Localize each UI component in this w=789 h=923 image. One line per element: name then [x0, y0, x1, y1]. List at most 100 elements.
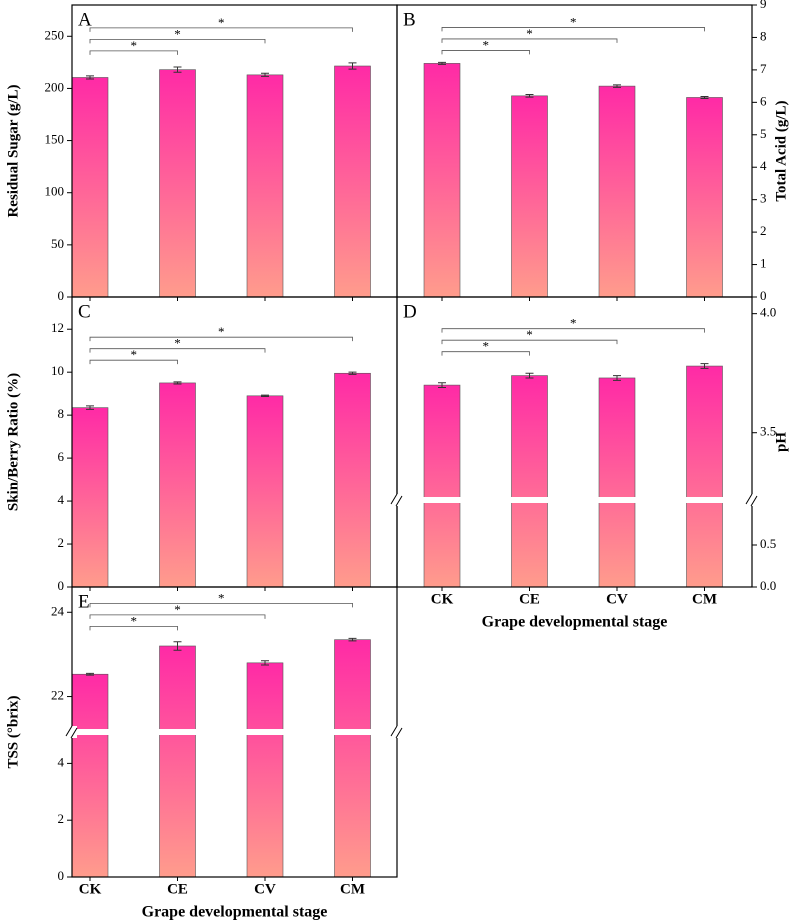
y-tick-label: 3.5	[760, 424, 776, 439]
significance-label: *	[174, 26, 181, 41]
error-bar	[438, 61, 446, 65]
panel-letter: C	[78, 301, 91, 322]
y-axis-label: Residual Sugar (g/L)	[5, 84, 21, 217]
bar	[686, 97, 723, 298]
y-tick-label: 4	[58, 492, 65, 507]
break-bg	[392, 726, 402, 738]
error-bar	[613, 375, 621, 381]
error-bar	[525, 94, 534, 98]
error-bar	[700, 95, 709, 99]
significance-label: *	[174, 336, 181, 351]
y-tick-label: 4	[58, 754, 65, 769]
error-bar	[173, 641, 182, 651]
break-bg	[392, 494, 402, 506]
x-tick-label: CE	[519, 591, 540, 607]
significance-bracket	[89, 336, 353, 342]
panel-letter: A	[78, 9, 92, 30]
significance-label: *	[483, 339, 490, 354]
significance-bracket	[89, 50, 178, 55]
break-mark	[390, 493, 403, 507]
significance-bracket	[89, 626, 178, 631]
significance-bracket	[89, 27, 353, 32]
y-tick-label: 150	[45, 132, 65, 147]
panel-frame	[396, 296, 753, 588]
significance-label: *	[218, 324, 225, 339]
significance-bracket	[89, 614, 266, 619]
break-bg	[747, 494, 757, 506]
error-bar	[700, 363, 709, 369]
bar	[334, 372, 371, 588]
bar	[159, 382, 196, 588]
error-bar	[525, 372, 534, 379]
significance-bracket	[89, 38, 266, 44]
significance-bracket	[441, 339, 618, 345]
error-bar	[173, 66, 182, 73]
x-axis-label: Grape developmental stage	[142, 904, 328, 921]
x-tick-label: CE	[167, 881, 188, 897]
panel-letter: E	[78, 591, 90, 612]
x-tick-label: CK	[431, 591, 454, 607]
y-tick-label: 50	[51, 236, 64, 251]
significance-label: *	[483, 37, 490, 52]
y-tick-label: 2	[58, 811, 65, 826]
y-tick-label: 5	[760, 126, 767, 141]
significance-label: *	[174, 602, 181, 617]
bar	[159, 69, 196, 298]
bar	[511, 375, 548, 588]
y-tick-label: 1	[760, 256, 767, 271]
y-tick-label: 2	[58, 535, 65, 550]
y-tick-label: 22	[51, 688, 64, 703]
error-bar	[261, 660, 269, 666]
y-tick-label: 6	[760, 93, 767, 108]
bar	[511, 95, 548, 298]
break-mark	[745, 493, 758, 507]
error-bar	[261, 72, 269, 77]
y-tick-label: 7	[760, 61, 767, 76]
error-bar	[86, 75, 94, 80]
bar	[334, 65, 371, 298]
significance-bracket	[441, 351, 530, 356]
significance-label: *	[131, 347, 138, 362]
y-tick-label: 4	[760, 158, 767, 173]
panel-letter: B	[403, 9, 416, 30]
significance-bracket	[441, 50, 530, 55]
significance-label: *	[218, 590, 225, 605]
bar	[598, 377, 636, 588]
significance-bracket	[89, 603, 353, 608]
x-tick-label: CK	[79, 881, 102, 897]
y-tick-label: 200	[45, 79, 65, 94]
significance-label: *	[570, 14, 577, 29]
bar	[598, 85, 636, 298]
break-mark	[65, 725, 78, 739]
significance-bracket	[89, 359, 178, 365]
y-tick-label: 8	[760, 28, 767, 43]
significance-label: *	[570, 316, 577, 331]
error-bar	[173, 381, 182, 385]
error-bar	[348, 371, 357, 375]
error-bar	[86, 672, 94, 676]
significance-bracket	[89, 348, 266, 353]
error-bar	[261, 394, 269, 397]
y-tick-label: 2	[760, 223, 767, 238]
axis-break-gap	[398, 497, 751, 503]
y-tick-label: 8	[58, 406, 65, 421]
y-tick-label: 24	[51, 603, 65, 618]
error-bar	[348, 637, 357, 642]
error-bar	[438, 382, 446, 388]
y-tick-label: 0.0	[760, 578, 776, 593]
significance-bracket	[441, 38, 618, 43]
y-axis-label: TSS (°brix)	[5, 695, 21, 768]
bar	[334, 639, 371, 878]
x-tick-label: CM	[692, 591, 717, 607]
break-bg	[67, 726, 77, 738]
error-bar	[613, 84, 621, 88]
bar	[246, 395, 284, 588]
y-tick-label: 0	[58, 868, 65, 883]
significance-label: *	[526, 26, 533, 41]
bar	[423, 384, 461, 588]
significance-label: *	[131, 38, 138, 53]
axis-break-gap	[73, 729, 396, 735]
x-tick-label: CV	[254, 881, 276, 897]
y-axis-label: Total Acid (g/L)	[773, 100, 789, 201]
